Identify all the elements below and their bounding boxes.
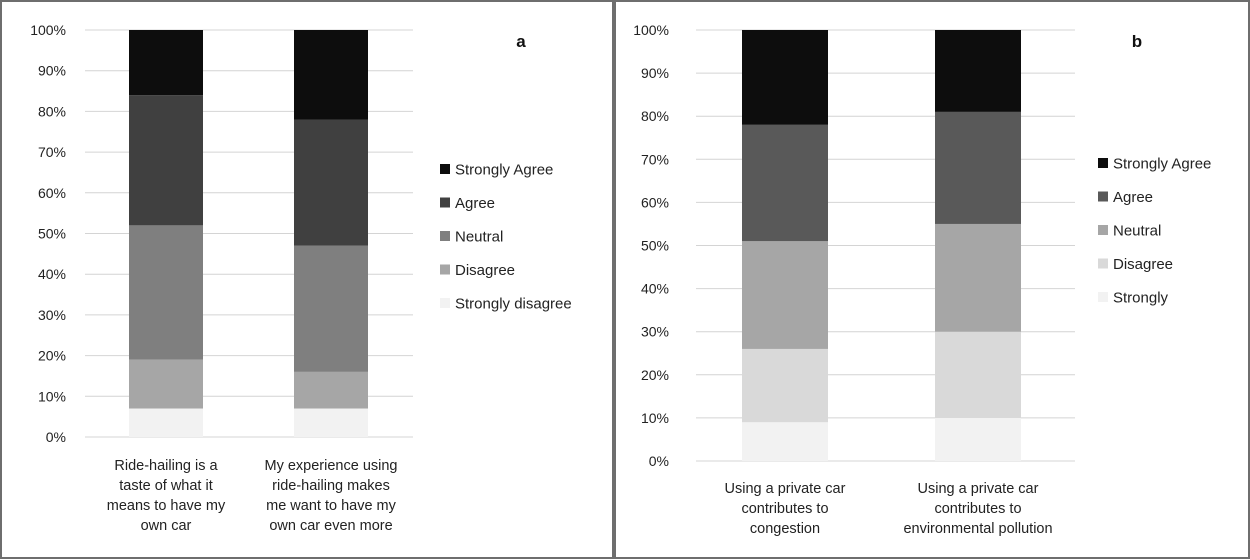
legend-entry: Neutral — [455, 229, 503, 246]
y-tick-label: 10% — [38, 388, 66, 404]
x-category-label: Using a private car — [725, 481, 846, 497]
legend-swatch — [1098, 258, 1108, 269]
bar-segment-disagree — [935, 331, 1021, 418]
y-tick-label: 0% — [649, 453, 669, 469]
y-tick-label: 80% — [38, 103, 66, 119]
x-category-label: means to have my — [107, 498, 226, 514]
y-tick-label: 50% — [641, 238, 669, 254]
x-category-label: environmental pollution — [903, 521, 1052, 537]
legend-entry: Disagree — [455, 262, 515, 279]
bar-segment-strongly-disagree — [294, 408, 368, 437]
x-category-label: Using a private car — [918, 481, 1039, 497]
legend-entry: Agree — [455, 195, 495, 212]
bar-segment-strongly-agree — [935, 30, 1021, 112]
y-tick-label: 20% — [38, 348, 66, 364]
legend-entry: Strongly — [1113, 290, 1169, 307]
bar-segment-strongly-disagree — [129, 408, 203, 437]
bar-segment-strongly-agree — [294, 30, 368, 120]
x-category-label: own car even more — [269, 518, 392, 534]
legend-swatch — [440, 298, 450, 308]
legend-swatch — [1098, 158, 1108, 168]
y-tick-label: 100% — [30, 22, 66, 38]
legend-swatch — [440, 231, 450, 241]
y-tick-label: 70% — [38, 144, 66, 160]
bar-segment-strongly — [742, 422, 828, 461]
y-tick-label: 10% — [641, 410, 669, 426]
legend-entry: Strongly Agree — [1113, 156, 1211, 173]
panel-a-categories: Ride-hailing is a taste of what it means t… — [107, 458, 398, 534]
y-tick-label: 20% — [641, 367, 669, 383]
bar-segment-agree — [294, 119, 368, 246]
y-tick-label: 0% — [46, 429, 66, 445]
x-category-label: own car — [141, 518, 192, 534]
panel-b-y-ticks: 0% 10% 20% 30% 40% 50% 60% 70% 80% 90% 100% — [633, 22, 669, 469]
legend-entry: Neutral — [1113, 223, 1161, 240]
panel-a-y-ticks: 0% 10% 20% 30% 40% 50% 60% 70% 80% 90% 100% — [30, 22, 66, 445]
bar-segment-strongly — [935, 417, 1021, 461]
legend-swatch — [1098, 225, 1108, 235]
y-tick-label: 50% — [38, 226, 66, 242]
chart-panel-a: 0% 10% 20% 30% 40% 50% 60% 70% 80% 90% 100% Ride-h… — [0, 0, 614, 559]
bar-segment-neutral — [742, 241, 828, 349]
x-category-label: ride-hailing makes — [272, 478, 390, 494]
panel-a-label: a — [516, 32, 526, 51]
panel-b-legend: Strongly Agree Agree Neutral Disagree Strong… — [1098, 156, 1211, 307]
legend-swatch — [1098, 292, 1108, 302]
bar-segment-neutral — [294, 245, 368, 372]
bar-segment-agree — [129, 95, 203, 226]
x-category-label: contributes to — [934, 501, 1021, 517]
legend-swatch — [440, 164, 450, 174]
y-tick-label: 80% — [641, 108, 669, 124]
y-tick-label: 40% — [641, 281, 669, 297]
bar-segment-neutral — [129, 225, 203, 360]
y-tick-label: 90% — [38, 63, 66, 79]
bar-segment-agree — [742, 124, 828, 242]
bar-segment-disagree — [294, 371, 368, 409]
legend-swatch — [1098, 191, 1108, 202]
y-tick-label: 60% — [38, 185, 66, 201]
panel-b-frame — [614, 0, 1250, 559]
y-tick-label: 60% — [641, 194, 669, 210]
legend-entry: Strongly disagree — [455, 296, 572, 313]
panel-b-bars — [742, 30, 1021, 461]
x-category-label: My experience using — [265, 458, 398, 474]
bar-segment-strongly-agree — [129, 30, 203, 96]
chart-panel-b: 0% 10% 20% 30% 40% 50% 60% 70% 80% 90% 100% Using … — [614, 0, 1250, 559]
x-category-label: contributes to — [741, 501, 828, 517]
y-tick-label: 90% — [641, 65, 669, 81]
x-category-label: me want to have my — [266, 498, 396, 514]
bar-segment-agree — [935, 111, 1021, 224]
y-tick-label: 40% — [38, 266, 66, 282]
bar-segment-neutral — [935, 223, 1021, 332]
y-tick-label: 30% — [641, 324, 669, 340]
bar-segment-disagree — [742, 348, 828, 423]
x-category-label: taste of what it — [119, 478, 213, 494]
y-tick-label: 100% — [633, 22, 669, 38]
panel-a-bars — [129, 30, 368, 437]
x-category-label: congestion — [750, 521, 820, 537]
y-tick-label: 30% — [38, 307, 66, 323]
panel-b-label: b — [1132, 32, 1142, 51]
legend-swatch — [440, 264, 450, 275]
legend-entry: Agree — [1113, 189, 1153, 206]
legend-entry: Disagree — [1113, 256, 1173, 273]
bar-segment-strongly-agree — [742, 30, 828, 125]
legend-swatch — [440, 197, 450, 208]
y-tick-label: 70% — [641, 151, 669, 167]
bar-segment-disagree — [129, 359, 203, 409]
x-category-label: Ride-hailing is a — [114, 458, 218, 474]
panel-a-legend: Strongly Agree Agree Neutral Disagree Strong… — [440, 162, 572, 313]
panel-b-categories: Using a private car contributes to congest… — [725, 481, 1053, 537]
legend-entry: Strongly Agree — [455, 162, 553, 179]
